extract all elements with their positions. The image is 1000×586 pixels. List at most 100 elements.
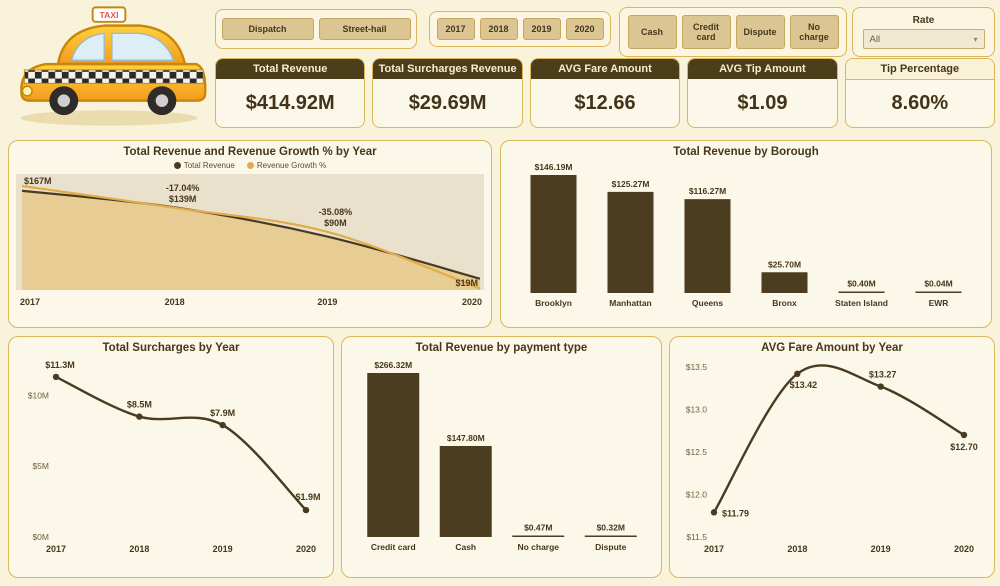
svg-text:$0M: $0M (32, 532, 49, 542)
svg-text:Bronx: Bronx (772, 298, 797, 308)
chart-title: Total Surcharges by Year (102, 342, 240, 354)
taxi-illustration: TAXI (8, 4, 210, 134)
chart-title: AVG Fare Amount by Year (761, 342, 903, 354)
svg-text:$266.32M: $266.32M (374, 360, 412, 370)
taxi-image: TAXI (20, 6, 207, 126)
filter-dispatch-button[interactable]: Dispatch (221, 18, 314, 40)
svg-text:$12.5: $12.5 (686, 447, 708, 457)
filter-year-2019-button[interactable]: 2019 (522, 18, 561, 40)
chart-revenue-by-borough: Total Revenue by Borough $146.19M Brookly… (500, 140, 992, 328)
svg-text:Credit card: Credit card (370, 542, 415, 552)
chart-title: Total Revenue by payment type (415, 342, 588, 354)
legend-dot-revenue-icon (173, 162, 181, 169)
svg-text:$8.5M: $8.5M (127, 400, 152, 410)
svg-text:$1.9M: $1.9M (295, 492, 320, 502)
kpi-tip-percentage: Tip Percentage 8.60% (844, 58, 996, 128)
chart-legend: Total Revenue Revenue Growth % (173, 159, 326, 172)
filter-year-2017-button[interactable]: 2017 (436, 18, 475, 40)
combo-area-chart-canvas[interactable]: $167M -17.04%$139M -35.08%$90M $19M 2017 2018… (14, 172, 486, 320)
rate-dropdown-value: All (869, 33, 881, 45)
filter-year-2018-button[interactable]: 2018 (479, 18, 518, 40)
filter-cash-button[interactable]: Cash (627, 15, 677, 49)
filter-street-hail-button[interactable]: Street-hail (318, 18, 411, 40)
svg-text:2017: 2017 (46, 544, 66, 554)
payment-type-filter-group: Cash Credit card Dispute No charge (619, 7, 847, 57)
filter-no-charge-button[interactable]: No charge (789, 15, 839, 49)
svg-text:2018: 2018 (165, 297, 185, 307)
svg-text:$139M: $139M (169, 194, 197, 204)
svg-text:$19M: $19M (455, 278, 478, 288)
svg-text:$11.5: $11.5 (686, 532, 707, 542)
kpi-avg-tip-amount: AVG Tip Amount $1.09 (687, 58, 838, 128)
svg-text:$11.79: $11.79 (722, 508, 749, 518)
svg-text:2020: 2020 (296, 544, 316, 554)
chart-surcharges-by-year: Total Surcharges by Year $0M $5M $10M $11.3… (8, 336, 334, 578)
chart-avg-fare-by-year: AVG Fare Amount by Year $11.5 $12.0 $12.5 $… (669, 336, 995, 578)
chart-revenue-and-growth-by-year: Total Revenue and Revenue Growth % by Ye… (8, 140, 492, 328)
svg-text:2017: 2017 (704, 544, 724, 554)
svg-text:2019: 2019 (317, 297, 337, 307)
kpi-row: Total Revenue $414.92M Total Surcharges … (215, 58, 996, 128)
svg-text:$13.5: $13.5 (686, 362, 708, 372)
svg-text:2019: 2019 (871, 544, 891, 554)
rate-filter-label: Rate (912, 15, 935, 26)
kpi-total-surcharges-revenue: Total Surcharges Revenue $29.69M (372, 58, 523, 128)
svg-text:$0.32M: $0.32M (596, 523, 624, 533)
rate-dropdown[interactable]: All ▾ (862, 29, 985, 49)
svg-text:Queens: Queens (692, 298, 723, 308)
kpi-value: $414.92M (245, 91, 335, 114)
svg-text:No charge: No charge (517, 542, 559, 552)
filter-year-2020-button[interactable]: 2020 (565, 18, 604, 40)
svg-text:$146.19M: $146.19M (535, 162, 573, 172)
kpi-value: $1.09 (737, 91, 788, 114)
kpi-value: $12.66 (574, 91, 636, 114)
svg-text:-35.08%: -35.08% (319, 207, 353, 217)
svg-text:2018: 2018 (787, 544, 807, 554)
svg-text:$13.42: $13.42 (790, 380, 818, 390)
trip-type-filter-group: Dispatch Street-hail (215, 9, 417, 49)
svg-text:$147.80M: $147.80M (446, 433, 484, 443)
kpi-label: Tip Percentage (845, 59, 995, 80)
svg-text:Staten Island: Staten Island (835, 298, 888, 308)
svg-text:$167M: $167M (24, 176, 52, 186)
svg-text:Cash: Cash (455, 542, 476, 552)
year-filter-group: 2017 2018 2019 2020 (429, 11, 611, 47)
kpi-label: AVG Fare Amount (530, 59, 680, 79)
svg-text:2019: 2019 (213, 544, 233, 554)
svg-text:$7.9M: $7.9M (210, 408, 235, 418)
legend-item-revenue-growth: Revenue Growth % (246, 161, 326, 170)
svg-text:$0.40M: $0.40M (847, 279, 875, 289)
kpi-value: $29.69M (408, 91, 487, 114)
svg-text:$12.0: $12.0 (686, 490, 708, 500)
svg-text:$12.70: $12.70 (950, 442, 978, 452)
kpi-total-revenue: Total Revenue $414.92M (215, 58, 366, 128)
svg-text:2020: 2020 (462, 297, 482, 307)
svg-text:Manhattan: Manhattan (609, 298, 652, 308)
svg-text:$13.27: $13.27 (869, 370, 897, 380)
legend-label: Total Revenue (183, 161, 235, 170)
svg-text:$0.04M: $0.04M (924, 279, 952, 289)
kpi-label: AVG Tip Amount (688, 59, 837, 79)
filter-dispute-button[interactable]: Dispute (735, 15, 785, 49)
svg-text:$125.27M: $125.27M (612, 179, 650, 189)
svg-text:$13.0: $13.0 (686, 405, 708, 415)
borough-bar-chart-canvas[interactable]: $146.19M Brooklyn $125.27M Manhattan $116.27… (507, 159, 985, 317)
chart-title: Total Revenue by Borough (673, 146, 819, 158)
svg-text:-17.04%: -17.04% (166, 183, 200, 193)
kpi-avg-fare-amount: AVG Fare Amount $12.66 (529, 58, 681, 128)
avgfare-line-chart-canvas[interactable]: $11.5 $12.0 $12.5 $13.0 $13.5 $11.79 2017 $13.4… (676, 355, 988, 565)
legend-dot-growth-icon (246, 162, 254, 169)
svg-text:Brooklyn: Brooklyn (535, 298, 572, 308)
svg-text:$25.70M: $25.70M (768, 259, 801, 269)
chart-title: Total Revenue and Revenue Growth % by Ye… (123, 146, 377, 158)
legend-item-total-revenue: Total Revenue (173, 161, 235, 170)
chevron-down-icon: ▾ (973, 34, 978, 44)
filter-credit-card-button[interactable]: Credit card (681, 15, 731, 49)
payment-bar-chart-canvas[interactable]: $266.32M Credit card $147.80M Cash $0.47M No … (349, 355, 655, 563)
svg-text:$116.27M: $116.27M (689, 186, 726, 196)
surcharges-line-chart-canvas[interactable]: $0M $5M $10M $11.3M 2017 $8.5M 2018 $7.9M 2019 $1… (14, 355, 328, 565)
svg-text:Dispute: Dispute (595, 542, 626, 552)
svg-text:TAXI: TAXI (99, 10, 118, 20)
svg-text:$10M: $10M (28, 390, 49, 400)
svg-text:$0.47M: $0.47M (524, 523, 552, 533)
